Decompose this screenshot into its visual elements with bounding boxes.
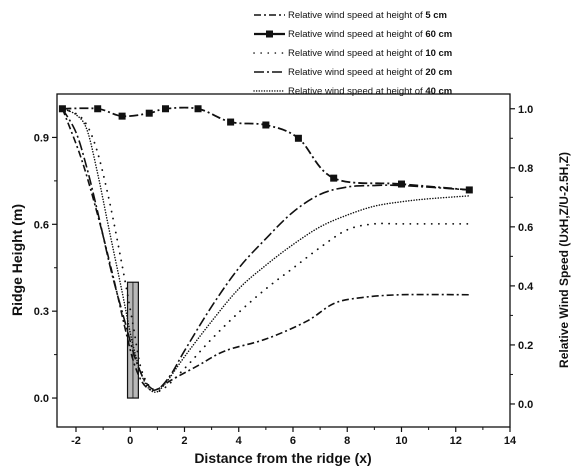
x-tick-label: -2 (71, 435, 81, 447)
x-tick-label: 4 (236, 435, 243, 447)
x-tick-label: 14 (504, 435, 517, 447)
legend-series-name: Relative wind speed at height of (288, 29, 423, 40)
series-line-20cm (61, 108, 470, 391)
legend-height: 5 cm (425, 10, 447, 21)
x-tick-label: 10 (395, 435, 407, 447)
legend-height: 60 cm (425, 29, 452, 40)
series-marker (330, 174, 338, 182)
y-axis-left-title: Ridge Height (m) (9, 204, 25, 316)
series-marker (162, 105, 170, 113)
legend-series-name: Relative wind speed at height of (288, 10, 423, 21)
series-layer (61, 106, 471, 393)
y-right-tick-label: 0.0 (518, 399, 533, 411)
legend-series-name: Relative wind speed at height of (288, 67, 423, 78)
legend-label: Relative wind speed at height of 10 cm (288, 48, 452, 59)
series-line-40cm (61, 108, 471, 393)
series-marker (145, 109, 153, 117)
x-tick-label: 0 (127, 435, 133, 447)
plot-frame (56, 93, 511, 428)
legend-entry-10cm: Relative wind speed at height of 10 cm (253, 48, 452, 59)
y-right-tick-label: 0.8 (518, 163, 533, 175)
series-marker (94, 105, 102, 113)
legend-entry-5cm: Relative wind speed at height of 5 cm (254, 10, 447, 21)
legend-height: 10 cm (425, 48, 452, 59)
series-marker (262, 121, 270, 129)
x-tick-label: 6 (290, 435, 296, 447)
legend-label: Relative wind speed at height of 5 cm (288, 10, 447, 21)
legend-series-name: Relative wind speed at height of (288, 48, 423, 59)
marker-layer (58, 105, 473, 194)
legend-height: 40 cm (425, 86, 452, 97)
legend-label: Relative wind speed at height of 60 cm (288, 29, 452, 40)
legend-height: 20 cm (425, 67, 452, 78)
y-left-tick-label: 0.6 (34, 219, 49, 231)
series-marker (194, 105, 202, 113)
x-tick-label: 12 (450, 435, 462, 447)
x-axis-title: Distance from the ridge (x) (194, 450, 371, 466)
series-marker (465, 186, 473, 194)
y-left-tick-label: 0.9 (34, 132, 49, 144)
x-tick-label: 8 (344, 435, 350, 447)
axis-ticks: -2 0 2 4 6 8 10 12 14 0.0 0.3 0.6 0.9 0.0 0.2 0.4 0.6 0.8… (34, 104, 534, 447)
series-marker (397, 180, 405, 188)
y-left-tick-label: 0.3 (34, 306, 49, 318)
y-left-tick-label: 0.0 (34, 393, 49, 405)
legend-label: Relative wind speed at height of 40 cm (288, 86, 452, 97)
y-right-tick-label: 1.0 (518, 104, 533, 116)
legend-entry-20cm: Relative wind speed at height of 20 cm (254, 67, 452, 78)
series-marker (294, 134, 302, 142)
series-marker (58, 105, 66, 113)
legend-series-name: Relative wind speed at height of (288, 86, 423, 97)
series-line-5cm (61, 108, 470, 392)
legend: Relative wind speed at height of 5 cm Re… (253, 10, 452, 97)
y-right-tick-label: 0.2 (518, 340, 533, 352)
x-tick-label: 2 (181, 435, 187, 447)
series-marker (118, 112, 126, 120)
y-right-tick-label: 0.6 (518, 222, 533, 234)
legend-entry-60cm: Relative wind speed at height of 60 cm (254, 29, 452, 40)
y-right-tick-label: 0.4 (518, 281, 534, 293)
series-marker (227, 118, 235, 126)
series-line-10cm (61, 107, 471, 393)
legend-label: Relative wind speed at height of 20 cm (288, 67, 452, 78)
legend-marker (266, 30, 273, 38)
legend-entry-40cm: Relative wind speed at height of 40 cm (253, 86, 452, 97)
series-line-60cm (62, 106, 470, 191)
y-axis-right-title: Relative Wind Speed (UxH,Z/U-2.5H,Z) (557, 152, 571, 368)
